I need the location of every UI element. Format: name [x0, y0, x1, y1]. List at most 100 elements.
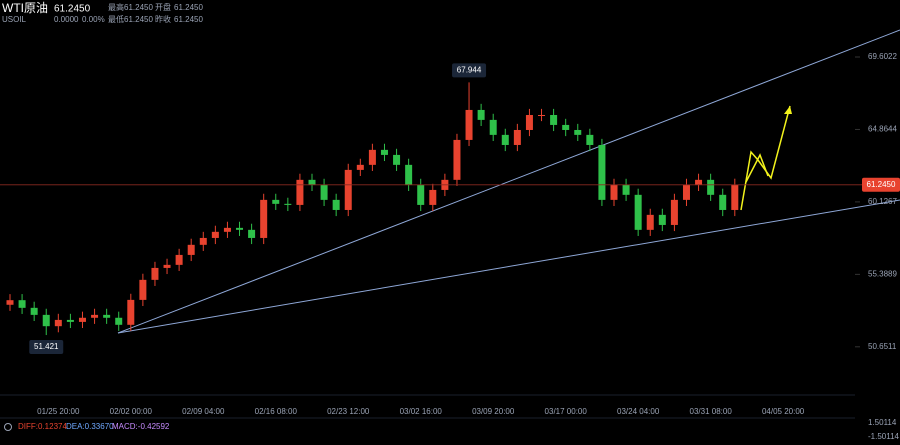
x-tick-label: 03/09 20:00	[472, 407, 515, 416]
candle-body	[260, 199, 268, 238]
candle-body	[707, 179, 715, 195]
candle-body	[670, 199, 678, 225]
prev: 61.2450	[174, 15, 203, 24]
candle-body	[513, 129, 521, 145]
candle-body	[211, 231, 219, 238]
candle-body	[332, 199, 340, 210]
x-tick-label: 01/25 20:00	[37, 407, 80, 416]
candle-body	[658, 214, 666, 225]
candle-body	[175, 254, 183, 265]
open-label: 开盘	[155, 2, 171, 12]
x-tick-label: 02/09 04:00	[182, 407, 225, 416]
forecast-arrow	[740, 105, 791, 211]
change: 0.0000	[54, 15, 79, 24]
candle-body	[719, 194, 727, 210]
candle-body	[248, 229, 256, 238]
candle-body	[598, 144, 606, 200]
high-label: 最高	[108, 2, 124, 12]
trend-line	[117, 199, 900, 334]
candle-body	[103, 314, 111, 318]
candle-body	[6, 300, 14, 305]
macd-value: MACD:-0.42592	[112, 422, 170, 431]
macd-tick-label: -1.50114	[868, 432, 900, 441]
candle-body	[489, 119, 497, 135]
candle-body	[550, 114, 558, 125]
low: 61.2450	[124, 15, 153, 24]
candle-body	[163, 264, 171, 268]
candle-body	[465, 109, 473, 140]
candle-body	[574, 129, 582, 135]
macd-diff: DIFF:0.12374	[18, 422, 67, 431]
candle-body	[199, 237, 207, 245]
x-tick-label: 03/02 16:00	[400, 407, 443, 416]
candle-body	[695, 179, 703, 185]
candle-body	[151, 267, 159, 280]
last-price-label: 61.2450	[867, 180, 896, 189]
candle-body	[78, 317, 86, 322]
candle-body	[236, 227, 244, 230]
candle-body	[296, 179, 304, 205]
candle-body	[42, 314, 50, 327]
macd-tick-label: 1.50114	[868, 418, 897, 427]
candle-body	[187, 244, 195, 255]
candle-body	[344, 169, 352, 210]
annotation-box	[452, 63, 487, 78]
change-pct: 0.00%	[82, 15, 105, 24]
candle-body	[115, 317, 123, 325]
candle-body	[634, 194, 642, 230]
candle-body	[308, 179, 316, 185]
candle-body	[538, 114, 546, 116]
candle-body	[501, 134, 509, 145]
high: 61.2450	[124, 3, 153, 12]
candle-body	[320, 184, 328, 200]
candle-body	[429, 189, 437, 205]
candle-body	[368, 149, 376, 165]
y-tick-label: 69.6022	[868, 52, 897, 61]
candle-body	[18, 300, 26, 308]
candle-body	[356, 164, 364, 170]
y-tick-label: 64.8644	[868, 125, 897, 134]
annotation: 67.944	[457, 65, 482, 74]
x-tick-label: 02/16 08:00	[255, 407, 298, 416]
trend-line	[117, 29, 900, 334]
macd-dea: DEA:0.33670	[66, 422, 114, 431]
macd-icon	[4, 423, 12, 431]
x-tick-label: 03/31 08:00	[690, 407, 733, 416]
low-label: 最低	[108, 14, 124, 24]
candle-body	[586, 134, 594, 145]
candle-body	[622, 184, 630, 195]
candle-body	[417, 184, 425, 205]
y-tick-label: 55.3889	[868, 269, 897, 278]
prev-label: 昨收	[155, 14, 171, 24]
price: 61.2450	[54, 4, 91, 15]
forecast-arrow	[745, 153, 769, 183]
candle-body	[66, 319, 74, 322]
annotation-box	[29, 340, 64, 355]
candle-body	[453, 139, 461, 180]
open: 61.2450	[174, 3, 203, 12]
annotation: 51.421	[34, 342, 59, 351]
candle-body	[272, 199, 280, 204]
candle-body	[223, 227, 231, 232]
candle-body	[525, 114, 533, 130]
candle-body	[393, 154, 401, 165]
candle-body	[405, 164, 413, 185]
x-tick-label: 03/24 04:00	[617, 407, 660, 416]
last-price-tag	[862, 177, 900, 192]
candle-body	[127, 299, 135, 325]
candle-body	[54, 319, 62, 327]
candle-body	[682, 184, 690, 200]
plot	[6, 82, 739, 336]
candle-body	[284, 203, 292, 205]
candle-body	[139, 279, 147, 300]
code: USOIL	[2, 15, 27, 24]
candle-body	[731, 184, 739, 210]
candle-body	[380, 149, 388, 155]
symbol: WTI原油	[2, 1, 48, 15]
x-tick-label: 03/17 00:00	[545, 407, 588, 416]
candle-body	[30, 307, 38, 315]
y-tick-label: 50.6511	[868, 342, 897, 351]
x-tick-label: 04/05 20:00	[762, 407, 805, 416]
candle-body	[646, 214, 654, 230]
